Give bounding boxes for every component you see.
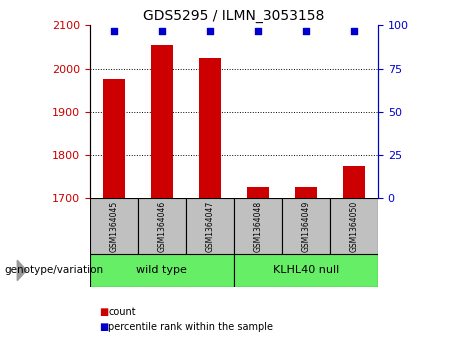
Bar [234,198,282,254]
Text: KLHL40 null: KLHL40 null [273,265,339,276]
Text: wild type: wild type [136,265,187,276]
Point [350,28,358,33]
Text: percentile rank within the sample: percentile rank within the sample [108,322,273,332]
Text: genotype/variation: genotype/variation [5,265,104,276]
Bar [282,198,330,254]
Text: GSM1364050: GSM1364050 [349,200,359,252]
Text: GSM1364047: GSM1364047 [206,200,214,252]
Bar [90,198,138,254]
Polygon shape [18,260,27,281]
Point [110,28,118,33]
Bar [295,187,317,198]
Title: GDS5295 / ILMN_3053158: GDS5295 / ILMN_3053158 [143,9,325,23]
Bar [247,187,269,198]
Text: count: count [108,307,136,317]
Text: GSM1364046: GSM1364046 [157,200,166,252]
Bar [343,166,365,198]
Point [302,28,310,33]
Point [254,28,262,33]
Text: GSM1364045: GSM1364045 [109,200,118,252]
Bar [103,79,125,198]
Bar [151,45,173,198]
Bar [90,254,234,287]
Bar [330,198,378,254]
Bar [199,58,221,198]
Point [206,28,213,33]
Text: ■: ■ [99,322,108,332]
Point [158,28,165,33]
Bar [186,198,234,254]
Bar [138,198,186,254]
Bar [234,254,378,287]
Text: GSM1364048: GSM1364048 [254,200,262,252]
Text: ■: ■ [99,307,108,317]
Text: GSM1364049: GSM1364049 [301,200,311,252]
